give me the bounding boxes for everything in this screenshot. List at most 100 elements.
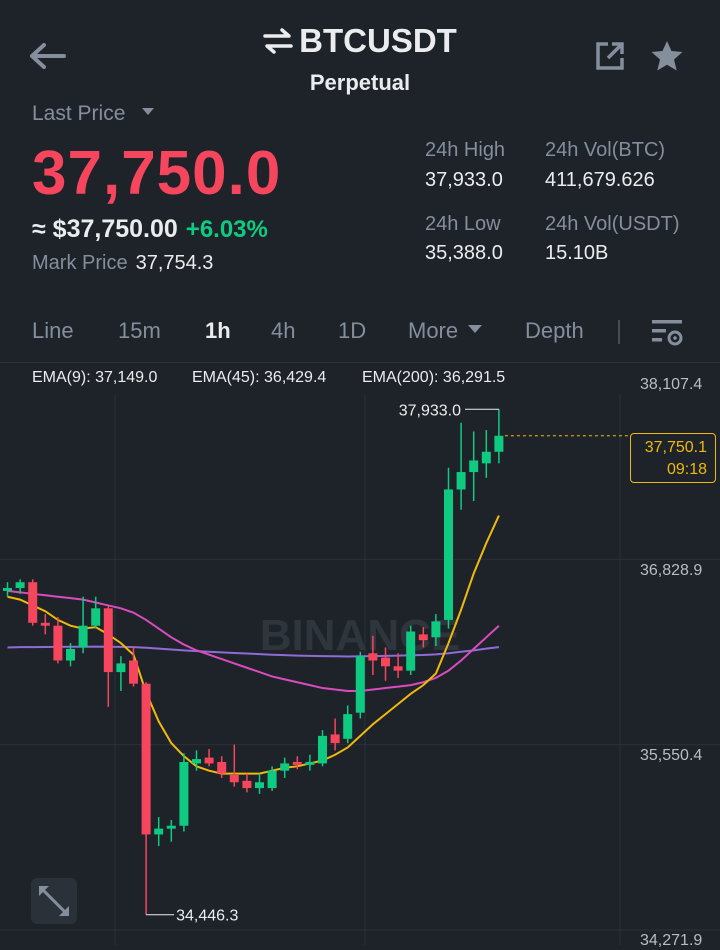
candle-body	[318, 735, 327, 764]
vol-usdt-value: 15.10B	[545, 242, 609, 264]
y-tick: 35,550.4	[640, 747, 703, 764]
change-percent: +6.03%	[185, 216, 268, 243]
high-label: 24h High	[425, 139, 506, 161]
low-value: 35,388.0	[425, 242, 503, 264]
caret-down-icon	[468, 325, 483, 333]
candle-body	[229, 775, 239, 783]
candle-body	[40, 622, 50, 626]
favorite-button[interactable]	[650, 40, 684, 74]
candle-body	[15, 582, 25, 589]
ema200-legend: EMA(200): 36,291.5	[362, 369, 505, 387]
last-price-label: Last Price	[32, 102, 126, 125]
candle-body	[129, 660, 138, 684]
candle-body	[242, 780, 252, 789]
tab-15m[interactable]: 15m	[118, 318, 161, 343]
tab-more[interactable]: More	[408, 318, 483, 344]
tab-divider	[618, 320, 620, 344]
symbol-name: BTCUSDT	[299, 22, 457, 59]
symbol-title[interactable]: BTCUSDT	[0, 22, 720, 60]
candle-body	[66, 648, 75, 661]
candle-body	[179, 761, 189, 826]
chart-settings-button[interactable]	[650, 318, 684, 353]
candle-body	[305, 761, 315, 765]
candle-body	[393, 666, 403, 671]
high-value: 37,933.0	[425, 169, 503, 191]
current-price-value: 37,750.1	[644, 439, 707, 456]
candle-body	[267, 770, 277, 789]
tab-1d[interactable]: 1D	[338, 318, 367, 343]
chart-grid	[0, 395, 720, 945]
candle-body	[91, 608, 101, 626]
tab-1h[interactable]: 1h	[205, 318, 231, 343]
ema9-line	[7, 515, 500, 775]
y-tick: 36,828.9	[640, 562, 703, 579]
candle-body	[343, 714, 353, 739]
candle-body	[418, 634, 428, 641]
ema200-value: EMA(200): 36,291.5	[362, 369, 506, 386]
candle-body	[103, 608, 113, 673]
candle-body	[444, 489, 453, 620]
share-button[interactable]	[594, 40, 628, 74]
candle-body	[116, 663, 126, 673]
candle-body	[141, 683, 151, 835]
candle-body	[217, 761, 227, 774]
candle-body	[166, 825, 176, 829]
candle-body	[456, 472, 466, 490]
ema45-legend: EMA(45): 36,429.4	[192, 369, 326, 387]
tab-more-label: More	[408, 318, 459, 343]
tabs-divider	[0, 362, 720, 363]
candle-countdown: 09:18	[666, 461, 707, 478]
vol-btc-label: 24h Vol(BTC)	[545, 139, 666, 161]
last-price-value: 37,750.0	[32, 139, 282, 208]
candle-body	[406, 631, 416, 671]
low-label: 24h Low	[425, 213, 501, 235]
candle-body	[292, 761, 302, 765]
candle-body	[78, 625, 88, 648]
back-button[interactable]	[28, 40, 72, 76]
candle-body	[330, 734, 340, 744]
candle-body	[192, 759, 201, 764]
ema9-value: EMA(9): 37,149.0	[32, 369, 158, 386]
swap-arrows-icon	[263, 28, 293, 54]
interval-tabs: Line 15m 1h 4h 1D More Depth	[0, 318, 720, 352]
mark-price-label: Mark Price	[32, 252, 128, 274]
ema200-line	[7, 645, 500, 658]
candle-body	[53, 625, 63, 661]
candle-body	[381, 657, 390, 667]
candle-body	[481, 451, 491, 464]
ema9-legend: EMA(9): 37,149.0	[32, 369, 157, 387]
vol-usdt-label: 24h Vol(USDT)	[545, 213, 680, 235]
candle-body	[3, 588, 12, 591]
chart-settings-icon	[652, 320, 683, 346]
low-marker-label: 34,446.3	[176, 908, 238, 925]
caret-down-icon	[142, 108, 155, 115]
arrow-left-icon	[30, 43, 66, 69]
candle-body	[154, 828, 164, 835]
high-marker-label: 37,933.0	[399, 402, 461, 419]
vol-btc-value: 411,679.626	[545, 169, 655, 191]
mark-price-value: 37,754.3	[135, 252, 214, 274]
candle-body	[255, 782, 264, 789]
ema45-line	[7, 589, 500, 692]
usd-equivalent: ≈ $37,750.00 +6.03%	[32, 215, 268, 244]
tab-line[interactable]: Line	[32, 318, 74, 343]
fullscreen-button[interactable]	[31, 878, 77, 924]
candle-body	[494, 435, 504, 452]
candle-body	[355, 656, 365, 713]
candle-body	[469, 460, 479, 473]
contract-type: Perpetual	[309, 70, 411, 95]
current-price-label: 37,750.1 09:18	[630, 433, 716, 483]
last-price-selector[interactable]: Last Price	[32, 102, 155, 126]
tab-4h[interactable]: 4h	[271, 318, 296, 343]
candle-body	[280, 763, 290, 771]
ema45-value: EMA(45): 36,429.4	[192, 369, 327, 386]
y-tick: 38,107.4	[640, 376, 703, 393]
tab-depth[interactable]: Depth	[525, 318, 584, 343]
approx-usd: ≈ $37,750.00	[32, 215, 178, 243]
star-icon	[651, 41, 683, 71]
expand-icon	[39, 886, 69, 916]
share-icon	[596, 42, 624, 70]
candlestick-chart[interactable]: BINANCE 37,933.034,446.3	[0, 395, 720, 945]
candle-body	[368, 653, 378, 661]
candle-body	[431, 621, 441, 638]
